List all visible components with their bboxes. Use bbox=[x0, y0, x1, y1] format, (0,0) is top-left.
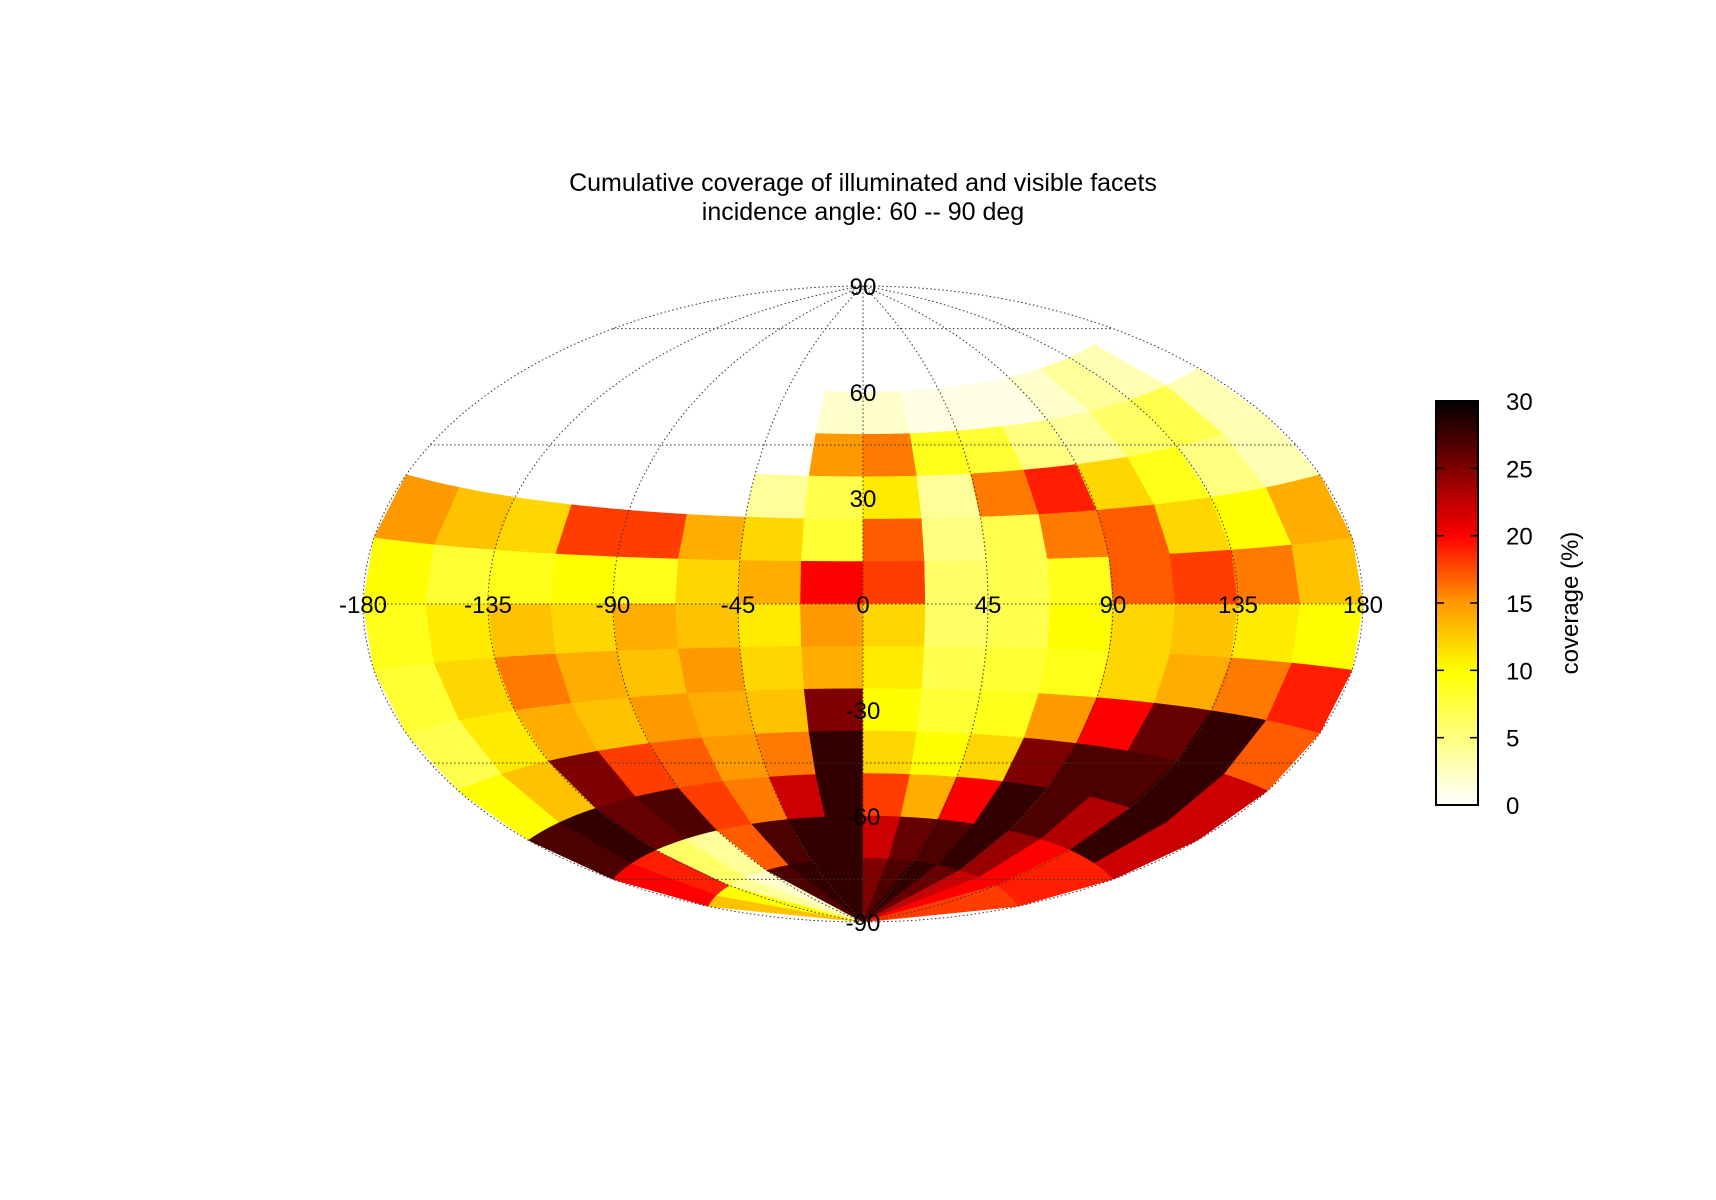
coverage-cell bbox=[1038, 509, 1110, 560]
latitude-tick-labels: 90 60 30 -30 -60 -90 bbox=[846, 274, 881, 937]
coverage-cell bbox=[862, 603, 926, 648]
coverage-cell bbox=[745, 688, 810, 735]
coverage-cell bbox=[739, 516, 805, 562]
coverage-cell bbox=[921, 646, 987, 692]
coverage-cell bbox=[812, 858, 864, 922]
coverage-cell bbox=[708, 895, 864, 922]
x-tick-label: 135 bbox=[1218, 592, 1258, 619]
coverage-cell bbox=[745, 473, 810, 520]
coverage-cell bbox=[980, 514, 1048, 561]
x-tick-label: 90 bbox=[1100, 592, 1127, 619]
x-tick-label: -45 bbox=[721, 592, 756, 619]
x-tick-label: 180 bbox=[1343, 592, 1383, 619]
coverage-cell bbox=[862, 858, 914, 922]
coverage-cell bbox=[916, 688, 981, 735]
x-tick-label: 0 bbox=[856, 592, 869, 619]
coverage-cell bbox=[862, 864, 961, 922]
chart-title: Cumulative coverage of illuminated and v… bbox=[569, 169, 1157, 197]
coverage-cell bbox=[862, 433, 918, 478]
colorbar-tick-label: 20 bbox=[1506, 524, 1533, 551]
colorbar-label: coverage (%) bbox=[1557, 532, 1584, 675]
x-tick-label: 45 bbox=[975, 592, 1002, 619]
coverage-cell bbox=[916, 473, 981, 520]
meridian-line bbox=[612, 285, 864, 923]
colorbar: 0 5 10 15 20 25 30 coverage (%) bbox=[1435, 389, 1584, 820]
coverage-cell bbox=[765, 864, 864, 922]
colorbar-ticks: 0 5 10 15 20 25 30 bbox=[1436, 389, 1533, 820]
coverage-cell bbox=[808, 730, 864, 775]
coverage-cell bbox=[837, 858, 864, 922]
colorbar-tick-label: 30 bbox=[1506, 389, 1533, 416]
x-tick-label: -180 bbox=[339, 592, 387, 619]
y-tick-label: 90 bbox=[850, 274, 877, 301]
coverage-cell bbox=[862, 518, 925, 562]
coverage-cell bbox=[801, 646, 864, 690]
coverage-cell bbox=[862, 646, 925, 690]
colorbar-tick-label: 0 bbox=[1506, 793, 1519, 820]
coverage-cell bbox=[921, 516, 987, 562]
coverage-cell bbox=[739, 646, 805, 692]
colorbar-tick-label: 10 bbox=[1506, 658, 1533, 685]
coverage-cell bbox=[862, 560, 926, 605]
coverage-cell bbox=[980, 647, 1048, 694]
coverage-cell bbox=[616, 648, 688, 699]
coverage-cell bbox=[801, 518, 864, 562]
coverage-cell bbox=[678, 514, 746, 561]
coverage-cell bbox=[862, 861, 938, 922]
coverage-cell bbox=[800, 560, 864, 605]
coverage-cell bbox=[800, 603, 864, 648]
coverage-cell bbox=[862, 876, 997, 922]
coverage-cell bbox=[808, 433, 864, 478]
meridian-line bbox=[862, 285, 1114, 923]
x-tick-label: -90 bbox=[596, 592, 631, 619]
chart-subtitle: incidence angle: 60 -- 90 deg bbox=[702, 198, 1024, 226]
x-tick-label: -135 bbox=[464, 592, 512, 619]
colorbar-tick-label: 25 bbox=[1506, 456, 1533, 483]
coverage-cell bbox=[678, 647, 746, 694]
meridian-line bbox=[862, 285, 1239, 923]
y-tick-label: -30 bbox=[846, 698, 881, 725]
colorbar-tick-label: 5 bbox=[1506, 726, 1519, 753]
coverage-cell bbox=[862, 895, 1018, 922]
coverage-cell bbox=[788, 861, 864, 922]
colorbar-tick-label: 15 bbox=[1506, 591, 1533, 618]
coverage-cell bbox=[616, 509, 688, 560]
coverage-cells bbox=[363, 344, 1363, 922]
y-tick-label: -60 bbox=[846, 804, 881, 831]
longitude-tick-labels: -180 -135 -90 -45 0 45 90 135 180 bbox=[339, 592, 1383, 619]
y-tick-label: 30 bbox=[850, 486, 877, 513]
coverage-cell bbox=[862, 730, 918, 775]
coverage-cell bbox=[1038, 648, 1110, 699]
y-tick-label: 60 bbox=[850, 380, 877, 407]
coverage-cell bbox=[862, 870, 980, 922]
y-tick-label: -90 bbox=[846, 910, 881, 937]
coverage-cell bbox=[746, 870, 864, 922]
graticule-grid bbox=[362, 285, 1364, 923]
